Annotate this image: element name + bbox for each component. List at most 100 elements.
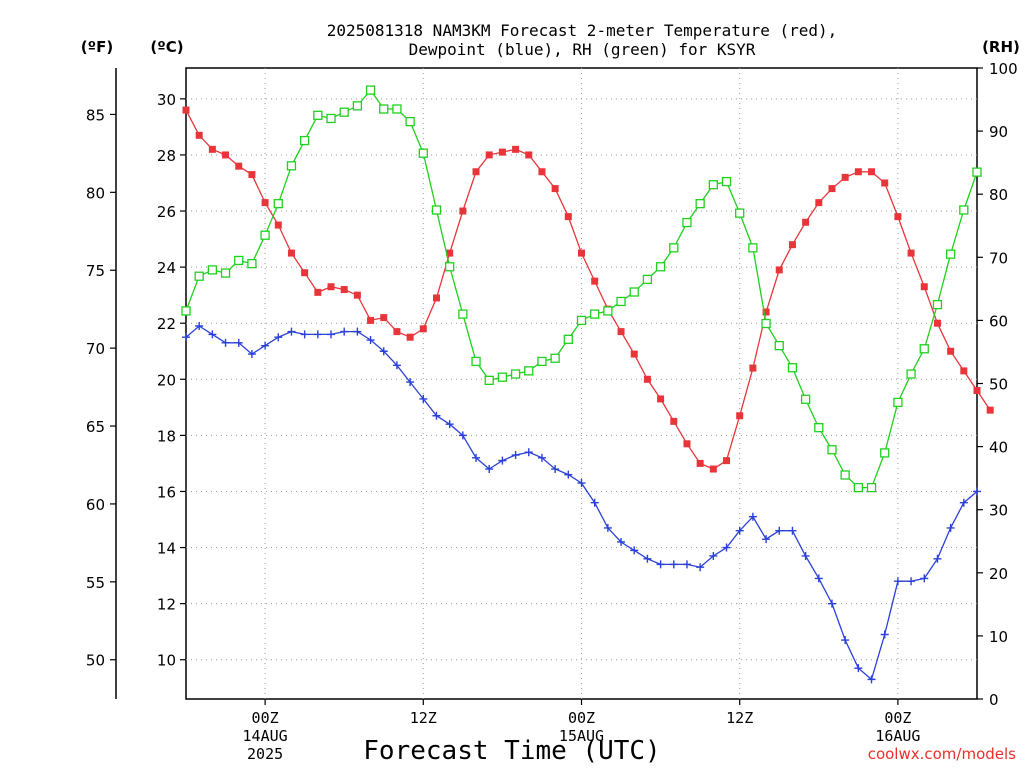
2-meter-temperature-point bbox=[222, 151, 230, 159]
rh-point bbox=[326, 113, 336, 124]
dewpoint-point bbox=[221, 338, 230, 347]
rh-point bbox=[352, 101, 363, 111]
rh-point bbox=[471, 356, 481, 367]
dewpoint-point bbox=[946, 523, 955, 532]
dewpoint-point bbox=[617, 537, 626, 546]
dewpoint-point bbox=[524, 448, 533, 457]
fahrenheit-tick-label: 85 bbox=[86, 106, 105, 124]
2-meter-temperature-point bbox=[564, 213, 572, 221]
dewpoint-point bbox=[656, 560, 665, 569]
dewpoint-point bbox=[959, 498, 968, 507]
celsius-tick-label: 12 bbox=[157, 596, 176, 614]
2-meter-temperature-point bbox=[432, 294, 440, 302]
rh-point bbox=[260, 230, 270, 240]
dewpoint-point bbox=[841, 636, 850, 645]
fahrenheit-tick-label: 60 bbox=[86, 496, 105, 514]
rh-point bbox=[458, 309, 468, 319]
2-meter-temperature-point bbox=[591, 277, 599, 285]
2-meter-temperature-point bbox=[274, 221, 282, 229]
rh-tick-label: 30 bbox=[989, 502, 1008, 520]
fahrenheit-tick-label: 70 bbox=[86, 340, 105, 358]
dewpoint-point bbox=[577, 479, 586, 488]
celsius-tick-label: 20 bbox=[157, 371, 176, 389]
dewpoint-point bbox=[814, 574, 823, 583]
rh-point bbox=[761, 318, 771, 329]
x-tick-label: 12Z bbox=[726, 709, 753, 727]
rh-point bbox=[655, 262, 666, 272]
dewpoint-point bbox=[920, 574, 929, 583]
rh-point bbox=[972, 167, 982, 177]
rh-point bbox=[220, 268, 231, 278]
rh-point bbox=[880, 448, 890, 458]
2-meter-temperature-point bbox=[538, 168, 546, 176]
2-meter-temperature-point bbox=[208, 145, 216, 153]
rh-point bbox=[629, 287, 639, 297]
dewpoint-point bbox=[247, 350, 256, 359]
dewpoint-point bbox=[432, 411, 441, 420]
dewpoint-point bbox=[973, 487, 981, 496]
rh-point bbox=[524, 366, 534, 376]
dewpoint-point bbox=[511, 451, 520, 460]
celsius-tick-label: 18 bbox=[157, 427, 176, 445]
dewpoint-point bbox=[208, 330, 217, 339]
dewpoint-point bbox=[379, 347, 388, 356]
rh-tick-label: 70 bbox=[989, 249, 1008, 267]
rh-point bbox=[695, 199, 705, 209]
dewpoint-point bbox=[762, 535, 771, 544]
x-tick-label: 00Z bbox=[252, 709, 279, 727]
2-meter-temperature-point bbox=[960, 367, 968, 375]
2-meter-temperature-point bbox=[841, 173, 849, 181]
rh-tick-label: 0 bbox=[989, 691, 999, 709]
2-meter-temperature-point bbox=[881, 179, 889, 187]
rh-point bbox=[510, 369, 521, 379]
dewpoint-point bbox=[274, 333, 283, 342]
2-meter-temperature-point bbox=[933, 319, 941, 327]
rh-point bbox=[299, 135, 310, 146]
2-meter-temperature-point bbox=[828, 185, 836, 193]
2-meter-temperature-point bbox=[314, 288, 322, 296]
rh-tick-label: 60 bbox=[989, 312, 1008, 330]
rh-point bbox=[735, 208, 745, 218]
2-meter-temperature-point bbox=[894, 213, 902, 221]
dewpoint-point bbox=[603, 523, 612, 532]
dewpoint-point bbox=[669, 560, 678, 569]
rh-point bbox=[379, 104, 389, 114]
rh-point bbox=[774, 340, 784, 351]
rh-series bbox=[181, 85, 982, 493]
2-meter-temperature-point bbox=[287, 249, 295, 257]
dewpoint-point bbox=[827, 599, 836, 608]
2-meter-temperature-point bbox=[248, 171, 256, 179]
2-meter-temperature-point bbox=[788, 241, 796, 249]
2-meter-temperature-point bbox=[327, 283, 335, 291]
2-meter-temperature-point bbox=[920, 283, 928, 291]
dewpoint-point bbox=[854, 664, 863, 673]
2-meter-temperature-point bbox=[723, 457, 731, 465]
dewpoint-point bbox=[748, 512, 757, 521]
2-meter-temperature-line bbox=[185, 109, 991, 470]
2-meter-temperature-series bbox=[182, 106, 994, 473]
rh-point bbox=[194, 271, 204, 281]
dewpoint-point bbox=[340, 327, 349, 336]
dewpoint-point bbox=[788, 526, 797, 535]
dewpoint-point bbox=[182, 333, 190, 342]
dewpoint-point bbox=[485, 465, 494, 474]
dewpoint-point bbox=[406, 378, 415, 387]
rh-point bbox=[919, 344, 929, 354]
2-meter-temperature-point bbox=[762, 308, 770, 316]
celsius-tick-label: 10 bbox=[157, 652, 176, 670]
2-meter-temperature-point bbox=[406, 333, 414, 341]
rh-point bbox=[445, 262, 455, 272]
fahrenheit-tick-label: 65 bbox=[86, 418, 105, 436]
2-meter-temperature-point bbox=[696, 459, 704, 467]
2-meter-temperature-point bbox=[301, 269, 309, 277]
2-meter-temperature-point bbox=[261, 199, 269, 207]
x-tick-label: 12Z bbox=[410, 709, 437, 727]
rh-point bbox=[392, 104, 402, 114]
2-meter-temperature-point bbox=[393, 328, 401, 336]
celsius-tick-label: 28 bbox=[157, 147, 176, 165]
dewpoint-point bbox=[880, 630, 889, 639]
rh-point bbox=[207, 265, 218, 275]
dewpoint-point bbox=[392, 361, 401, 370]
celsius-tick-label: 30 bbox=[157, 91, 176, 109]
